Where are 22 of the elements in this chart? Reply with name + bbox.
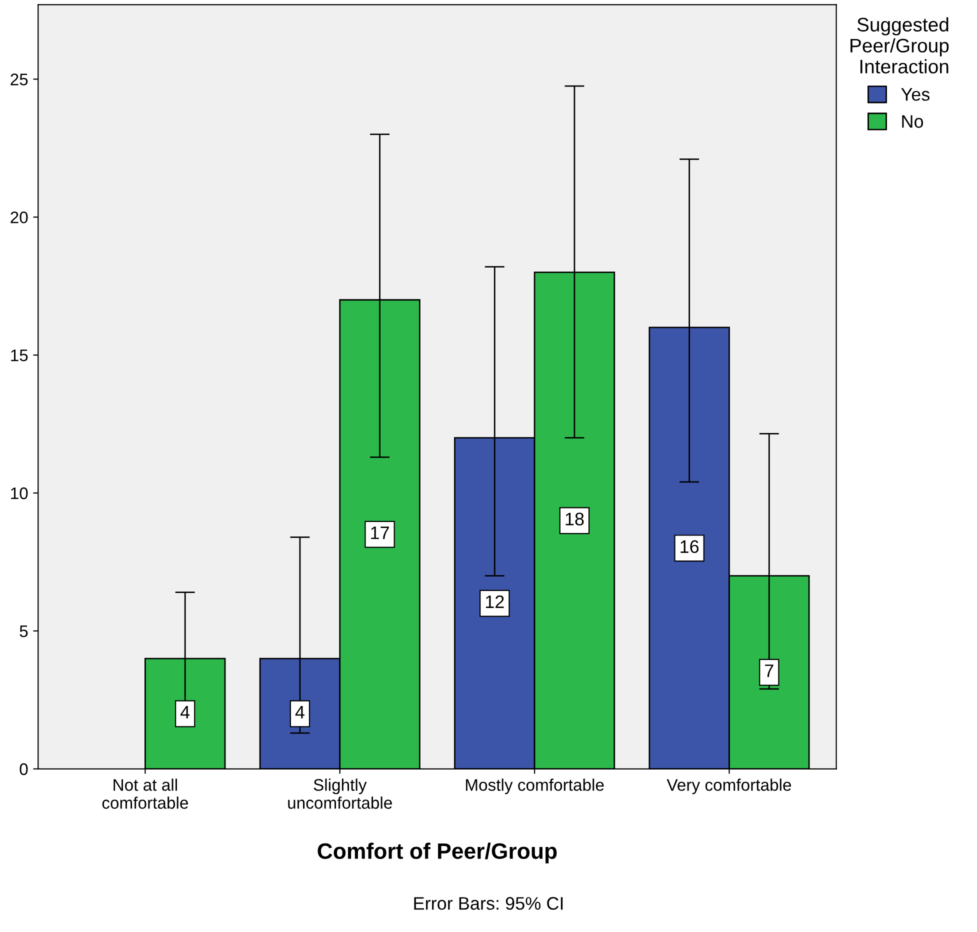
y-tick-label: 25 bbox=[10, 74, 28, 86]
y-tick-label: 0 bbox=[20, 763, 28, 776]
y-tick-label: 15 bbox=[11, 350, 28, 362]
legend-title: Suggested Peer/Group Interaction bbox=[850, 17, 949, 74]
data-label: 17 bbox=[371, 526, 389, 540]
x-tick-label: Slightly uncomfortable bbox=[288, 778, 392, 809]
data-label: 12 bbox=[486, 595, 504, 608]
y-tick-label: 5 bbox=[20, 626, 28, 638]
x-tick-label: Very comfortable bbox=[666, 778, 792, 794]
legend-label: Yes bbox=[901, 88, 930, 101]
x-tick-label: Mostly comfortable bbox=[466, 778, 604, 794]
data-label: 4 bbox=[180, 706, 190, 718]
data-label: 4 bbox=[295, 706, 304, 718]
y-tick-label: 20 bbox=[10, 212, 28, 224]
legend-label: No bbox=[902, 115, 924, 128]
x-axis-title: Comfort of Peer/Group bbox=[318, 842, 557, 864]
data-label: 18 bbox=[566, 512, 584, 526]
x-tick-label: Not at all comfortable bbox=[102, 778, 188, 809]
data-label: 16 bbox=[680, 540, 699, 554]
y-tick-label: 10 bbox=[11, 487, 28, 500]
data-label: 7 bbox=[765, 664, 774, 678]
text: Error Bars: 95% CI bbox=[414, 897, 563, 910]
